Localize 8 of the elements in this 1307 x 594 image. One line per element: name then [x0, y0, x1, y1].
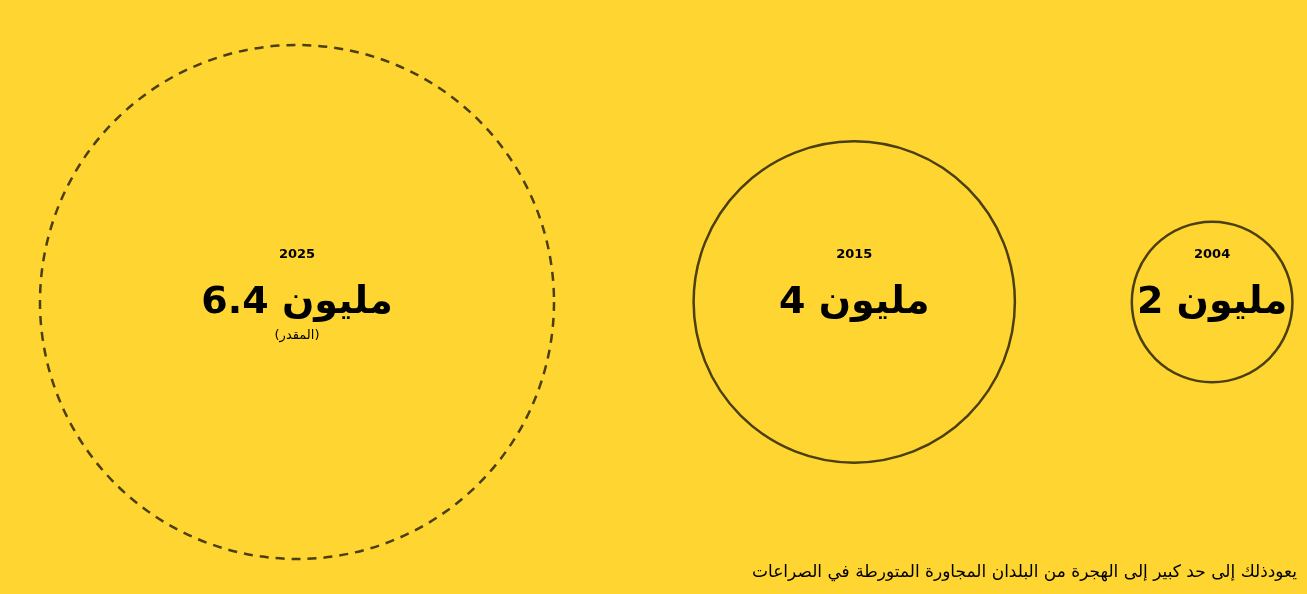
- category-label: 2004: [1194, 246, 1231, 261]
- data-label: 4 مليون: [779, 278, 930, 322]
- data-label: 2 مليون: [1136, 278, 1288, 322]
- text: يعودذلك إلى حد كبير إلى الهجرة من البلدان المجاورة المتورطة في الصراعات: [751, 561, 1298, 582]
- data-label: 6.4 مليون: [201, 278, 393, 322]
- category-label: 2025: [278, 246, 316, 261]
- category-label: 2015: [836, 246, 873, 261]
- text: (المقدر): [274, 327, 320, 343]
